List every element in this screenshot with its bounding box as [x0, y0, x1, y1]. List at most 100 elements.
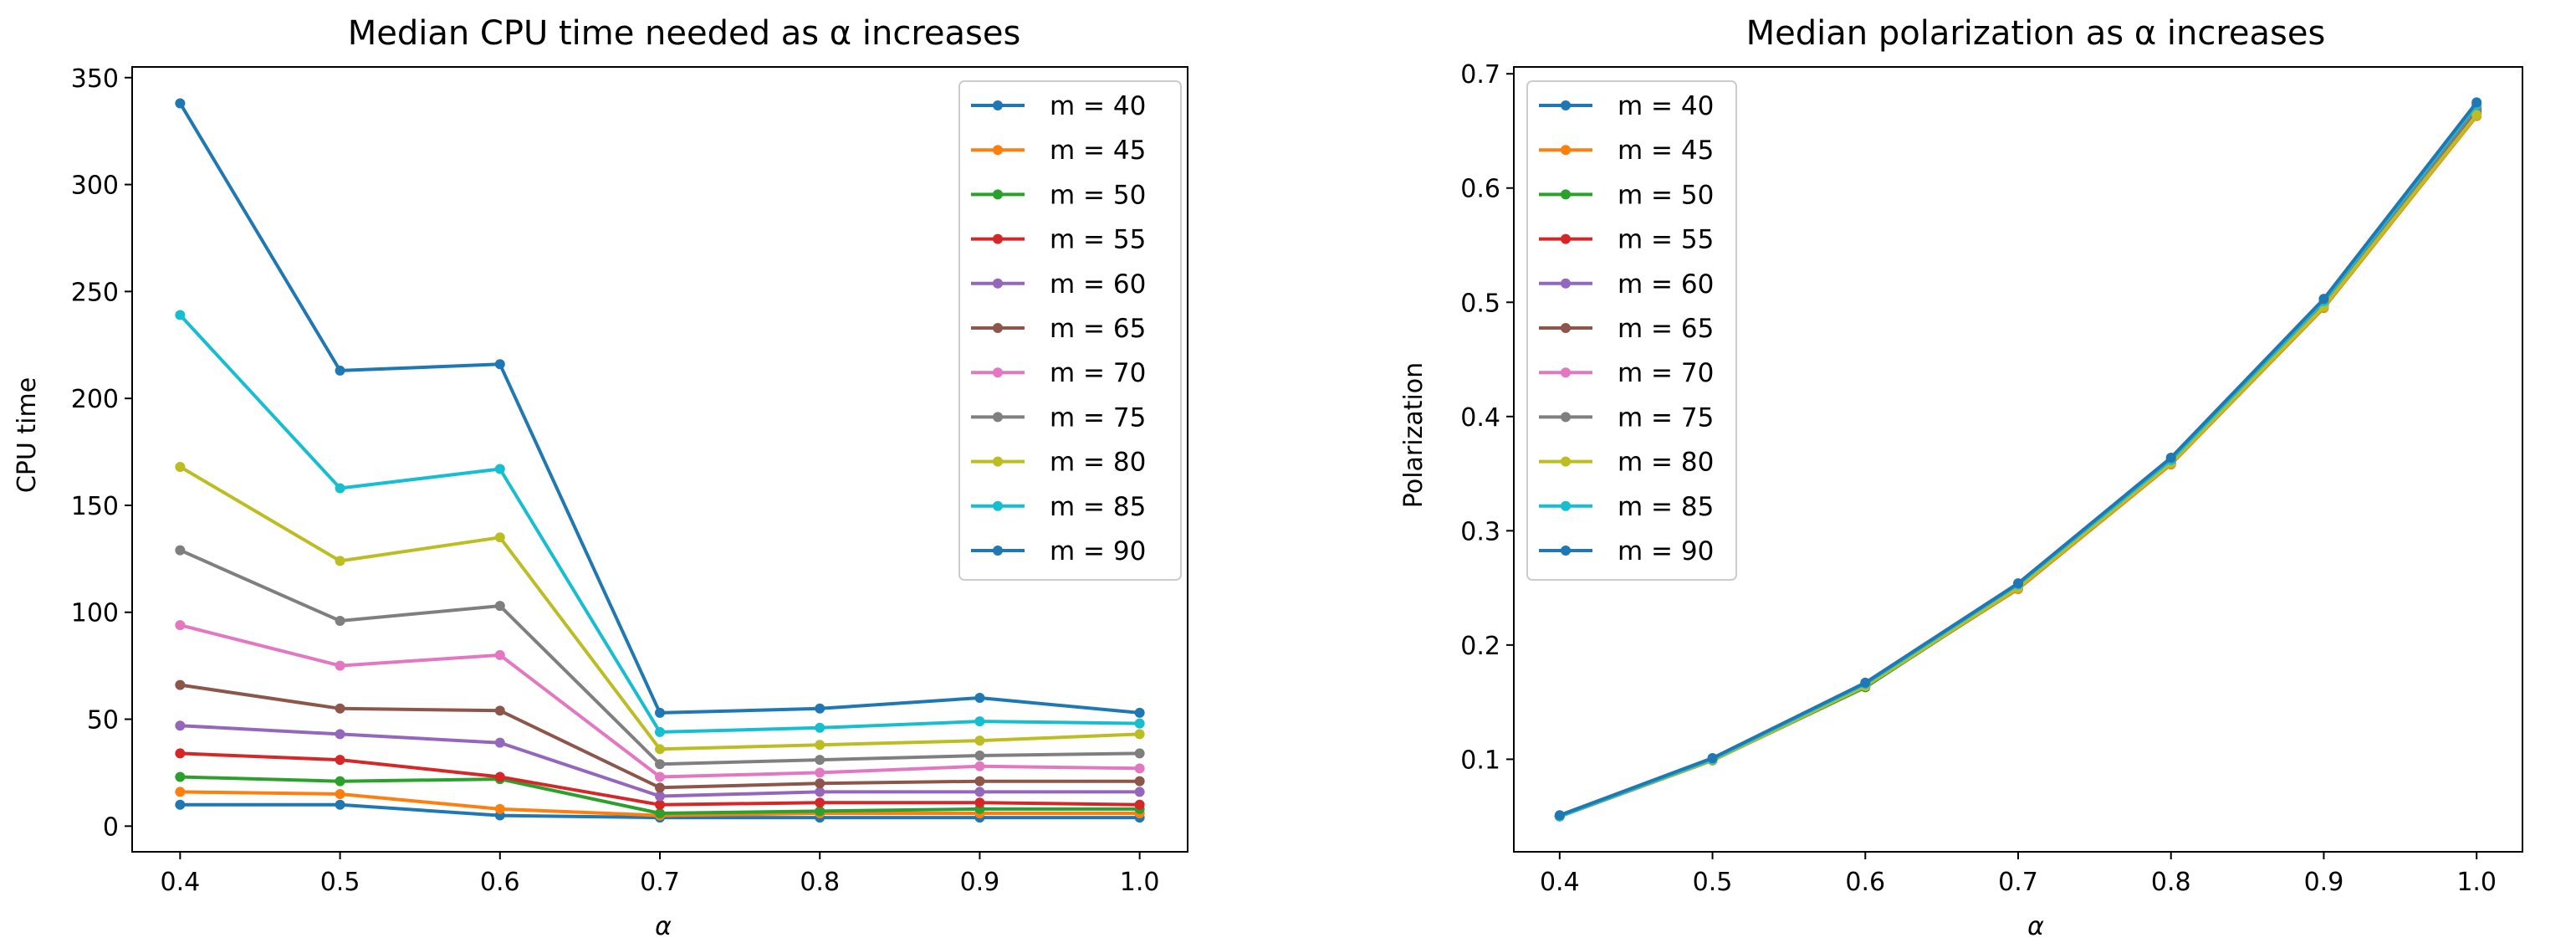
data-point — [655, 782, 665, 793]
x-tick-label: 1.0 — [2456, 868, 2497, 897]
legend-entry: m = 55 — [971, 225, 1146, 255]
data-point — [974, 761, 985, 771]
y-tick-label: 0.5 — [1460, 289, 1500, 318]
legend-label: m = 40 — [1618, 91, 1714, 121]
data-point — [815, 797, 825, 808]
data-point — [494, 705, 505, 716]
x-tick-label: 0.6 — [1845, 868, 1885, 897]
legend-frame — [958, 80, 1182, 581]
data-point — [175, 98, 186, 109]
chart-title: Median CPU time needed as α increases — [348, 14, 1021, 53]
legend-marker — [993, 145, 1003, 156]
x-axis-label: α — [655, 912, 672, 941]
x-tick-label: 0.8 — [2151, 868, 2191, 897]
legend-label: m = 50 — [1050, 180, 1146, 210]
y-tick-label: 0.6 — [1460, 175, 1500, 204]
legend-marker — [993, 546, 1003, 556]
legend-label: m = 70 — [1618, 358, 1714, 388]
x-tick-label: 0.7 — [640, 868, 680, 897]
legend-entry: m = 45 — [1539, 136, 1714, 166]
legend-label: m = 45 — [1050, 136, 1146, 166]
data-point — [494, 803, 505, 814]
data-point — [1134, 763, 1145, 774]
legend-entry: m = 65 — [971, 314, 1146, 344]
legend-label: m = 60 — [1618, 269, 1714, 300]
legend-entry: m = 70 — [971, 358, 1146, 388]
legend-label: m = 80 — [1618, 448, 1714, 478]
y-tick-label: 0.4 — [1460, 403, 1500, 433]
y-tick-label: 350 — [71, 64, 119, 94]
legend-entry: m = 80 — [971, 448, 1146, 478]
data-point — [335, 776, 345, 787]
data-point — [1707, 753, 1718, 764]
y-tick-label: 0 — [103, 812, 119, 842]
legend-entry: m = 70 — [1539, 358, 1714, 388]
data-point — [494, 532, 505, 543]
y-tick-label: 200 — [71, 385, 119, 414]
data-point — [175, 679, 186, 690]
legend-label: m = 55 — [1050, 225, 1146, 255]
x-tick-label: 1.0 — [1120, 868, 1160, 897]
data-point — [335, 615, 345, 626]
legend-entry: m = 40 — [1539, 91, 1714, 121]
data-point — [1134, 787, 1145, 797]
data-point — [175, 771, 186, 782]
legend: m = 40 m = 45 m = 50 m = 55 m = 60 m = 65 m = … — [958, 80, 1182, 581]
data-point — [335, 788, 345, 799]
legend-marker — [1561, 323, 1571, 333]
data-point — [1134, 748, 1145, 759]
legend-label: m = 75 — [1050, 402, 1146, 433]
legend-label: m = 50 — [1618, 180, 1714, 210]
data-point — [175, 545, 186, 556]
legend-entry: m = 75 — [971, 402, 1146, 433]
x-tick-label: 0.5 — [1693, 868, 1733, 897]
data-point — [494, 359, 505, 370]
legend-marker — [1561, 233, 1571, 244]
legend-label: m = 85 — [1618, 492, 1714, 522]
legend-frame — [1526, 80, 1737, 581]
x-tick-label: 0.4 — [161, 868, 201, 897]
cpu-time-chart: Median CPU time needed as α increases α … — [13, 14, 1188, 941]
legend-label: m = 75 — [1618, 402, 1714, 433]
legend-marker — [993, 456, 1003, 467]
x-tick-label: 0.9 — [2304, 868, 2344, 897]
legend-label: m = 70 — [1050, 358, 1146, 388]
data-point — [175, 620, 186, 631]
legend-label: m = 55 — [1618, 225, 1714, 255]
x-tick-label: 0.5 — [320, 868, 360, 897]
legend-entry: m = 85 — [1539, 492, 1714, 522]
legend-entry: m = 50 — [1539, 180, 1714, 210]
legend-entry: m = 90 — [971, 536, 1146, 566]
legend-marker — [1561, 189, 1571, 200]
legend-entry: m = 60 — [971, 269, 1146, 300]
data-point — [335, 660, 345, 671]
data-point — [655, 791, 665, 802]
data-point — [815, 703, 825, 714]
data-point — [175, 799, 186, 810]
data-point — [815, 755, 825, 766]
data-point — [655, 759, 665, 770]
legend-entry: m = 50 — [971, 180, 1146, 210]
chart-title: Median polarization as α increases — [1746, 14, 2326, 53]
data-point — [655, 726, 665, 737]
y-tick-label: 150 — [71, 492, 119, 521]
x-tick-label: 0.8 — [800, 868, 840, 897]
polarization-chart: Median polarization as α increases α Pol… — [1399, 14, 2523, 941]
data-point — [335, 799, 345, 810]
legend-marker — [1561, 145, 1571, 156]
data-point — [1134, 718, 1145, 729]
x-tick-label: 0.9 — [960, 868, 1000, 897]
legend-entry: m = 55 — [1539, 225, 1714, 255]
legend-marker — [1561, 500, 1571, 511]
legend-entry: m = 60 — [1539, 269, 1714, 300]
legend-label: m = 90 — [1050, 536, 1146, 566]
data-point — [1134, 729, 1145, 740]
data-point — [974, 716, 985, 727]
data-point — [175, 720, 186, 731]
data-point — [2471, 97, 2482, 108]
data-point — [815, 767, 825, 778]
data-point — [1134, 776, 1145, 787]
legend-label: m = 85 — [1050, 492, 1146, 522]
data-point — [1860, 677, 1871, 688]
